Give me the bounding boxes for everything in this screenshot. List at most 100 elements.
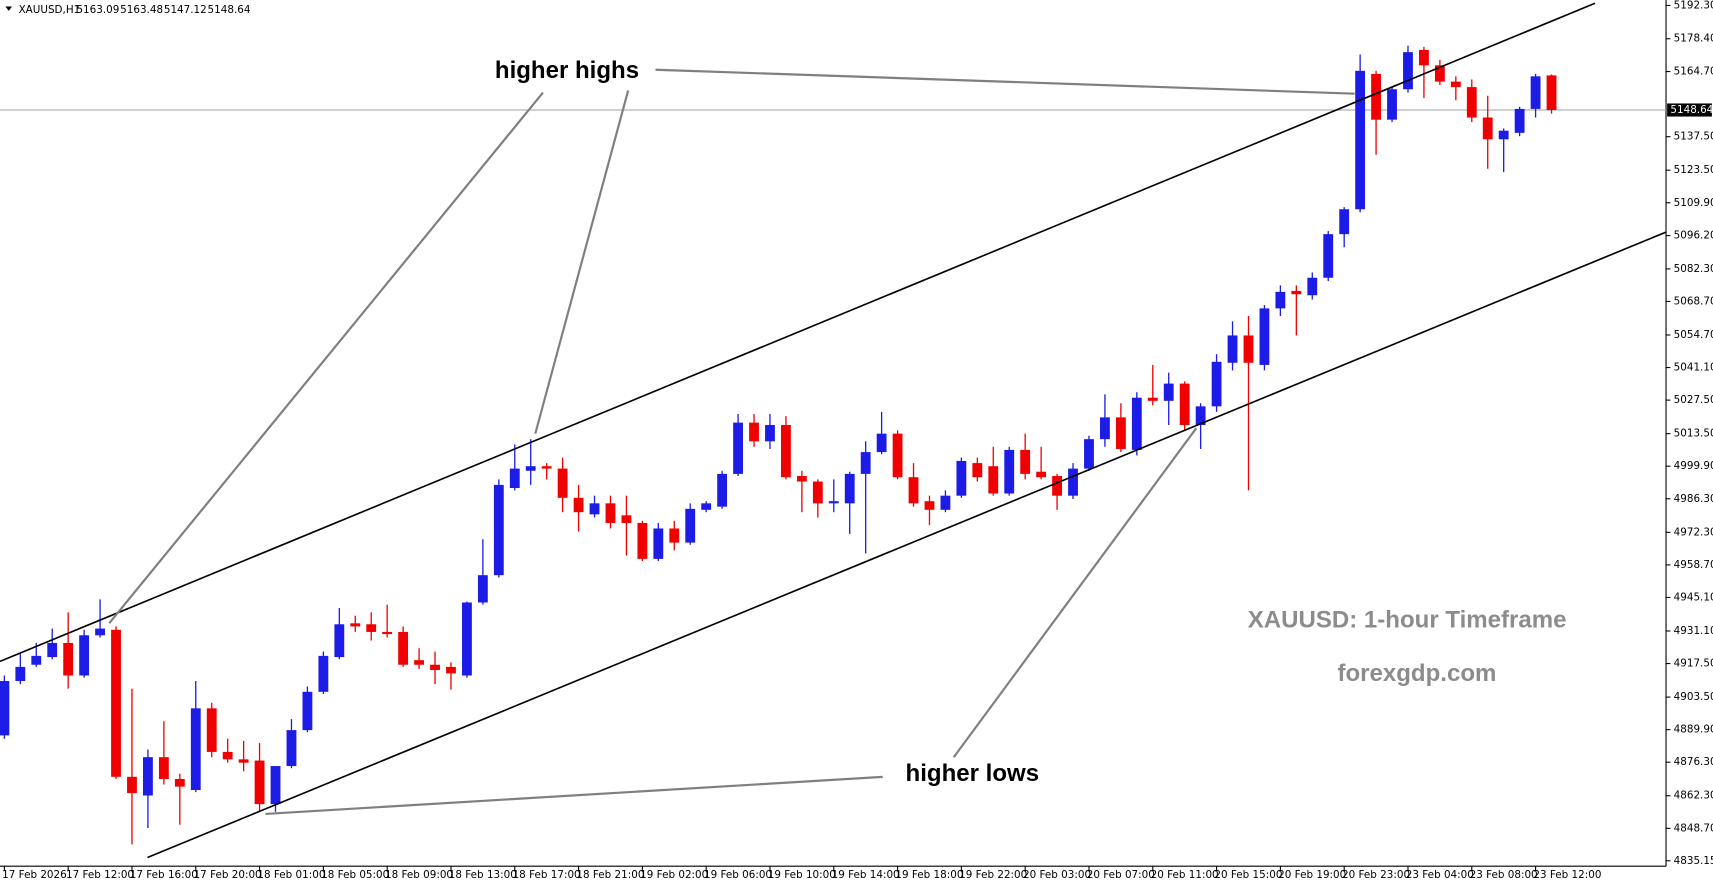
candle-body — [924, 501, 935, 510]
y-tick-label: 5096.20 — [1674, 230, 1713, 242]
x-tick-label: 18 Feb 05:00 — [321, 869, 389, 881]
candle-body — [462, 602, 472, 676]
x-tick-label: 18 Feb 09:00 — [385, 869, 453, 881]
candle-body — [414, 660, 424, 665]
candle-body — [222, 751, 233, 760]
header-open: 5163.09 — [76, 4, 119, 16]
candle-body — [589, 503, 600, 515]
header-close: 5148.64 — [208, 4, 251, 16]
y-tick-label: 5082.30 — [1674, 263, 1713, 275]
y-tick-label: 5041.10 — [1674, 362, 1713, 374]
x-tick-label: 17 Feb 2026 — [2, 869, 67, 881]
candle-body — [1163, 383, 1174, 401]
watermark: XAUUSD: 1-hour Timeframe — [1248, 606, 1567, 633]
y-tick-label: 5054.70 — [1674, 329, 1713, 341]
candle-body — [621, 515, 632, 523]
candle-body — [1275, 291, 1286, 309]
y-tick-label: 4999.90 — [1674, 460, 1713, 472]
candle-body — [1068, 468, 1078, 496]
pointer-line — [655, 68, 1355, 95]
candle-body — [1259, 308, 1270, 365]
y-tick-label: 5027.50 — [1674, 394, 1713, 406]
candle-body — [1530, 76, 1541, 109]
candle-body — [366, 624, 377, 632]
candle-body — [669, 528, 680, 543]
candle-body — [1403, 52, 1413, 90]
candle-body — [15, 666, 26, 682]
x-tick-label: 23 Feb 04:00 — [1406, 869, 1474, 881]
candle-body — [844, 473, 855, 504]
y-tick-label: 4931.10 — [1674, 625, 1713, 637]
y-tick-label: 5164.70 — [1674, 66, 1713, 78]
candle-body — [1498, 130, 1509, 140]
lower-trend-line — [147, 231, 1667, 859]
x-tick-label: 19 Feb 14:00 — [832, 869, 900, 881]
candle-body — [525, 466, 536, 471]
x-tick-label: 23 Feb 12:00 — [1533, 869, 1601, 881]
current-price-box — [1667, 103, 1712, 117]
candle-body — [158, 757, 169, 779]
candle-body — [111, 629, 121, 777]
candle-body — [796, 476, 807, 482]
x-tick-label: 19 Feb 22:00 — [959, 869, 1027, 881]
candle-body — [908, 477, 919, 504]
y-tick-label: 4835.15 — [1674, 855, 1713, 867]
pointer-line — [265, 775, 883, 815]
candle-body — [1115, 417, 1126, 449]
x-tick-label: 20 Feb 19:00 — [1278, 869, 1346, 881]
y-tick-label: 4986.30 — [1674, 493, 1713, 505]
candle-body — [190, 708, 201, 790]
candle-body — [1514, 108, 1525, 133]
candle-body — [733, 422, 743, 474]
candle-body — [238, 759, 249, 763]
candle-body — [0, 681, 10, 736]
candle-body — [1339, 209, 1350, 235]
candle-body — [749, 422, 759, 442]
header-low: 5147.12 — [164, 4, 207, 16]
candle-body — [286, 730, 297, 767]
candle-body — [781, 425, 791, 478]
x-tick-label: 20 Feb 15:00 — [1214, 869, 1282, 881]
annotation: higher highs — [495, 57, 639, 84]
x-tick-label: 20 Feb 11:00 — [1151, 869, 1219, 881]
x-tick-label: 23 Feb 08:00 — [1470, 869, 1538, 881]
y-tick-label: 4903.50 — [1674, 691, 1713, 703]
candle-body — [334, 624, 345, 658]
candle-body — [1307, 277, 1318, 296]
candle-body — [557, 468, 568, 498]
candle-body — [653, 528, 664, 559]
candle-body — [1466, 87, 1477, 118]
candle-body — [1195, 406, 1206, 426]
pointer-line — [952, 427, 1198, 758]
candle-body — [1052, 476, 1062, 496]
candle-body — [509, 468, 520, 489]
candle-body — [940, 495, 951, 510]
upper-trend-line — [0, 2, 1596, 663]
candle-body — [1450, 81, 1461, 88]
candle-body — [430, 664, 440, 671]
y-tick-label: 5192.30 — [1674, 0, 1713, 11]
y-tick-label: 4958.70 — [1674, 559, 1713, 571]
y-tick-label: 4889.90 — [1674, 724, 1713, 736]
candle-body — [988, 466, 999, 494]
candle-body — [1419, 49, 1429, 66]
x-tick-label: 19 Feb 06:00 — [704, 869, 772, 881]
candle-body — [446, 666, 456, 674]
candle-body — [95, 628, 105, 636]
candle-body — [174, 778, 185, 787]
y-tick-label: 5178.40 — [1674, 33, 1713, 45]
y-tick-label: 4862.30 — [1674, 790, 1713, 802]
y-tick-label: 4876.30 — [1674, 756, 1713, 768]
menu-icon — [5, 6, 13, 11]
x-tick-label: 20 Feb 23:00 — [1342, 869, 1410, 881]
y-tick-label: 5137.50 — [1674, 131, 1713, 143]
candle-body — [637, 522, 648, 559]
candle-body — [1211, 361, 1222, 407]
candle-body — [270, 766, 281, 805]
x-tick-label: 17 Feb 20:00 — [194, 869, 262, 881]
candle-body — [1546, 75, 1557, 111]
x-tick-label: 20 Feb 07:00 — [1087, 869, 1155, 881]
candle-body — [350, 623, 361, 627]
